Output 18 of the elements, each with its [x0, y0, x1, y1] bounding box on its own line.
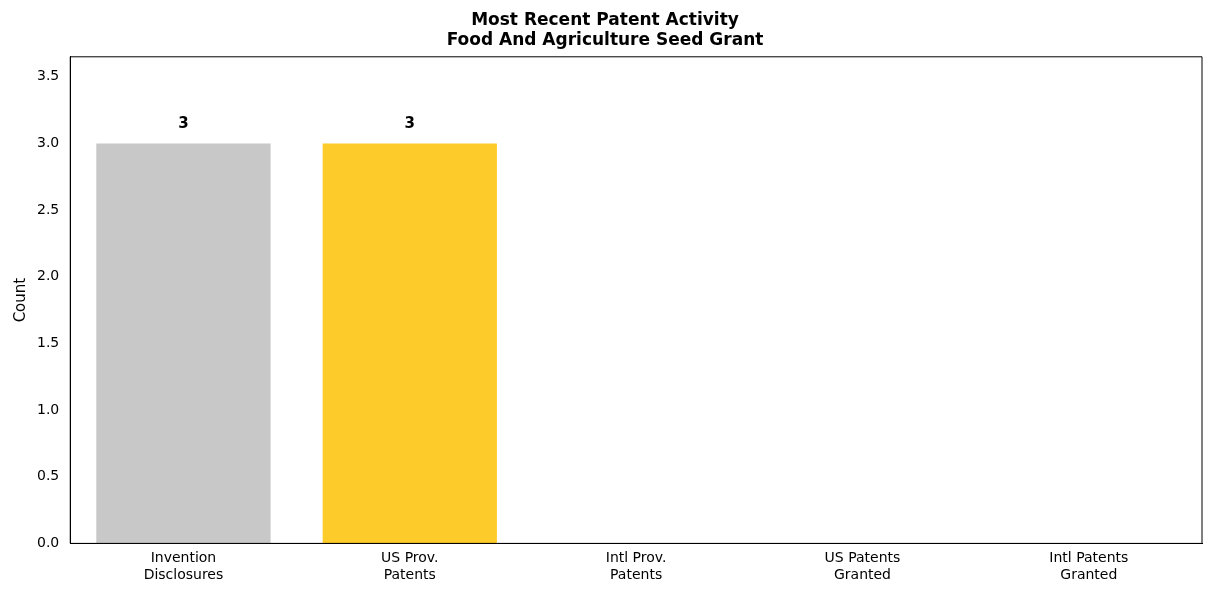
y-tick-label: 2.0	[37, 267, 60, 284]
y-tick-label: 3.5	[37, 67, 60, 84]
y-axis-title: Count	[10, 277, 29, 323]
data-label: 3	[404, 113, 415, 132]
x-tick-label: Invention Disclosures	[143, 549, 224, 583]
chart-title: Most Recent Patent Activity	[471, 8, 739, 29]
y-tick-label: 1.5	[37, 334, 60, 351]
data-label: 3	[178, 113, 189, 132]
y-tick-label: 0.5	[37, 467, 60, 484]
chart-subtitle: Food And Agriculture Seed Grant	[446, 29, 764, 50]
x-tick-label: US Patents Granted	[824, 549, 901, 583]
x-tick-label: Intl Patents Granted	[1049, 549, 1129, 583]
y-tick-label: 0.0	[37, 534, 60, 551]
x-tick-label: US Prov. Patents	[381, 549, 439, 583]
y-tick-label: 1.0	[37, 400, 60, 417]
y-tick-label: 3.0	[37, 134, 60, 151]
y-tick-label: 2.5	[37, 200, 60, 217]
x-tick-label: Intl Prov. Patents	[605, 549, 667, 583]
